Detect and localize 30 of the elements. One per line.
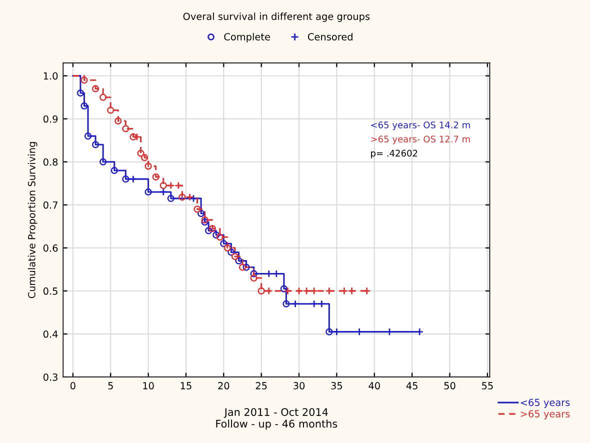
x-tick-label: 45 xyxy=(406,382,418,390)
annotation: p= .42602 xyxy=(371,150,418,158)
y-tick-label: 0.6 xyxy=(43,244,58,252)
legend-label: Censored xyxy=(308,32,352,40)
annotation: <65 years- OS 14.2 m xyxy=(371,122,470,130)
x-tick-label: 50 xyxy=(444,382,456,390)
x-tick-label: 10 xyxy=(143,382,154,390)
x-tick-label: 55 xyxy=(482,382,493,390)
y-tick-label: 0.3 xyxy=(43,373,58,381)
x-tick-label: 35 xyxy=(331,382,342,390)
y-tick-label: 0.7 xyxy=(43,201,58,209)
y-axis-title: Cumulative Proportion Surviving xyxy=(28,142,38,298)
legend-label: Complete xyxy=(224,32,270,42)
annotation: >65 years- OS 12.7 m xyxy=(371,136,470,144)
chart-title: Overal survival in different age groups xyxy=(183,12,370,22)
y-tick-label: 0.5 xyxy=(43,287,58,295)
x-tick-label: 30 xyxy=(294,382,305,390)
x-tick-label: 15 xyxy=(180,382,192,390)
x-axis-title: Jan 2011 - Oct 2014 Follow - up - 46 months xyxy=(216,408,338,430)
x-tick-label: 5 xyxy=(108,382,113,390)
x-tick-label: 20 xyxy=(218,382,230,390)
legend-label: >65 years xyxy=(520,410,570,420)
x-tick-label: 0 xyxy=(70,382,76,390)
y-tick-label: 0.9 xyxy=(43,115,58,123)
y-tick-label: 1.0 xyxy=(44,72,58,80)
x-tick-label: 25 xyxy=(256,382,267,390)
x-tick-label: 40 xyxy=(368,382,380,390)
y-tick-label: 0.8 xyxy=(43,158,58,166)
legend-label: <65 years xyxy=(520,398,570,408)
y-tick-label: 0.4 xyxy=(43,330,58,338)
